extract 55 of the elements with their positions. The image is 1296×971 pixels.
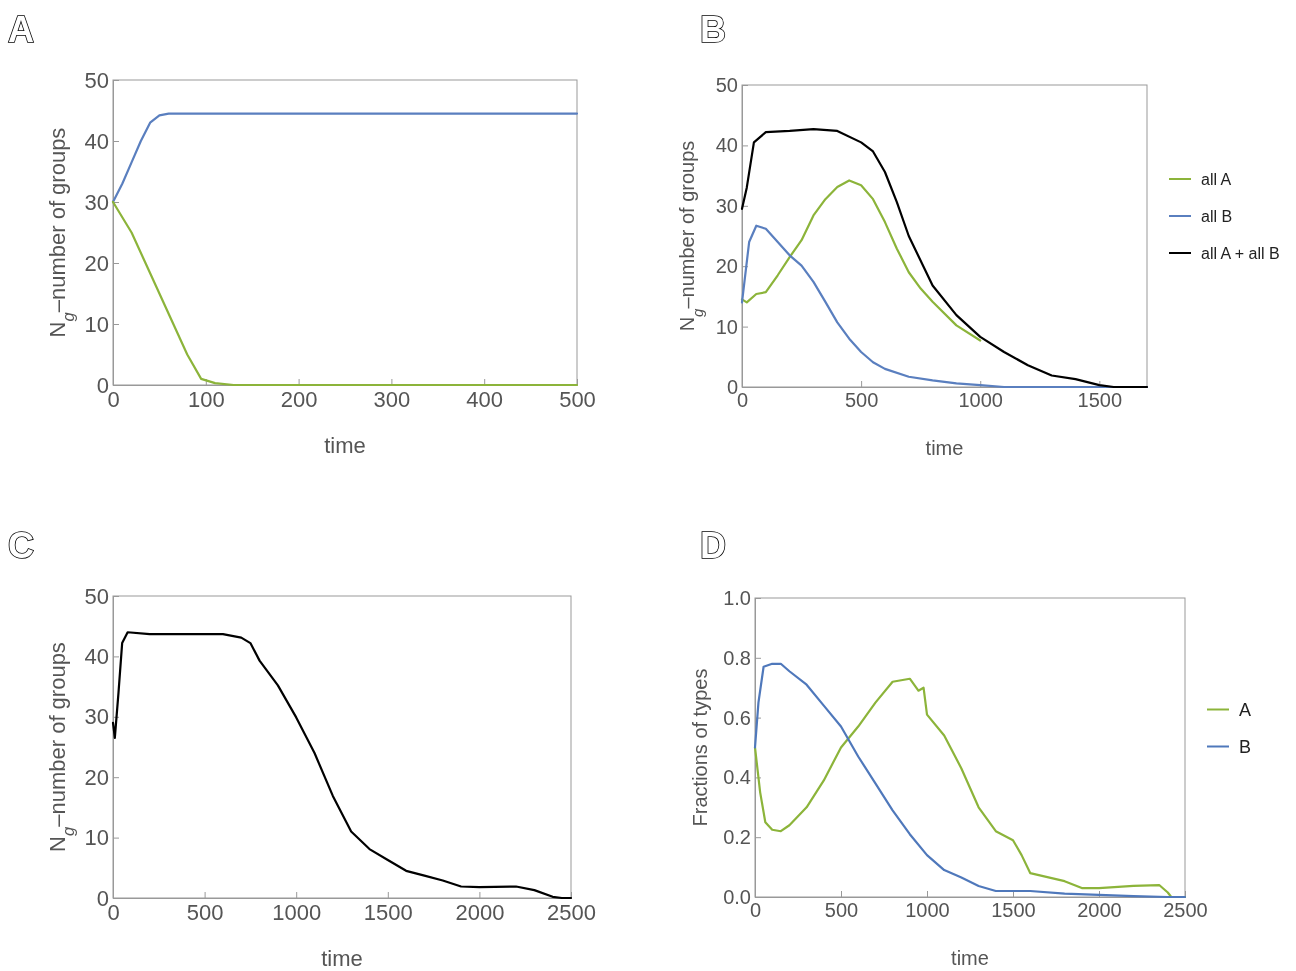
legend-label: all A (1201, 171, 1232, 188)
y-tick-label: 1.0 (723, 586, 751, 609)
y-tick-label: 0.8 (723, 646, 751, 669)
x-tick-label: 100 (187, 386, 225, 412)
x-tick-label: 1500 (991, 899, 1036, 922)
x-tick-label: 2000 (455, 899, 505, 925)
legend-label: A (1239, 699, 1252, 720)
y-tick-label: 30 (715, 194, 738, 217)
x-tick-label: 400 (466, 386, 504, 412)
y-tick-label: 10 (715, 315, 738, 338)
legend-label: B (1239, 736, 1252, 757)
x-tick-label: 1000 (958, 389, 1003, 412)
y-tick-label: 40 (715, 134, 738, 157)
x-tick-label: 200 (280, 386, 318, 412)
chart-title: B (700, 9, 726, 50)
x-tick-label: 300 (373, 386, 411, 412)
x-tick-label: 500 (559, 386, 596, 412)
legend-label: all B (1201, 208, 1233, 225)
y-tick-label: 0.2 (723, 826, 751, 849)
chart-title: A (8, 9, 34, 50)
y-tick-label: 10 (84, 311, 109, 337)
y-tick-label: 0.0 (723, 885, 751, 908)
y-tick-label: 20 (84, 764, 109, 790)
x-axis-title: time (321, 946, 363, 971)
x-tick-label: 2000 (1077, 899, 1122, 922)
y-tick-label: 30 (84, 189, 109, 215)
y-tick-label: 50 (84, 583, 109, 609)
y-tick-label: 20 (84, 250, 109, 276)
x-tick-label: 1000 (905, 899, 950, 922)
y-tick-label: 40 (84, 643, 109, 669)
y-tick-label: 50 (715, 73, 738, 96)
legend-label: all A + all B (1201, 245, 1280, 262)
y-axis-title: Fractions of types (689, 668, 711, 827)
x-tick-label: 1000 (272, 899, 322, 925)
x-axis-title: time (925, 437, 964, 459)
x-tick-label: 500 (844, 389, 879, 412)
x-axis-title: time (951, 947, 989, 969)
chart-title: D (700, 525, 726, 566)
y-tick-label: 50 (84, 67, 109, 93)
x-tick-label: 1500 (363, 899, 413, 925)
x-axis-title: time (324, 433, 366, 458)
x-tick-label: 500 (824, 899, 859, 922)
y-tick-label: 0.4 (723, 766, 751, 789)
x-tick-label: 2500 (1163, 899, 1208, 922)
line-series (111, 112, 579, 204)
y-tick-label: 40 (84, 128, 109, 154)
chart-title: C (8, 525, 34, 566)
x-tick-label: 500 (186, 899, 224, 925)
y-tick-label: 10 (84, 825, 109, 851)
x-tick-label: 1500 (1077, 389, 1123, 412)
y-tick-label: 30 (84, 704, 109, 730)
y-tick-label: 20 (715, 255, 738, 278)
y-tick-label: 0.6 (723, 706, 751, 729)
line-series (740, 179, 982, 342)
x-tick-label: 2500 (547, 899, 596, 925)
